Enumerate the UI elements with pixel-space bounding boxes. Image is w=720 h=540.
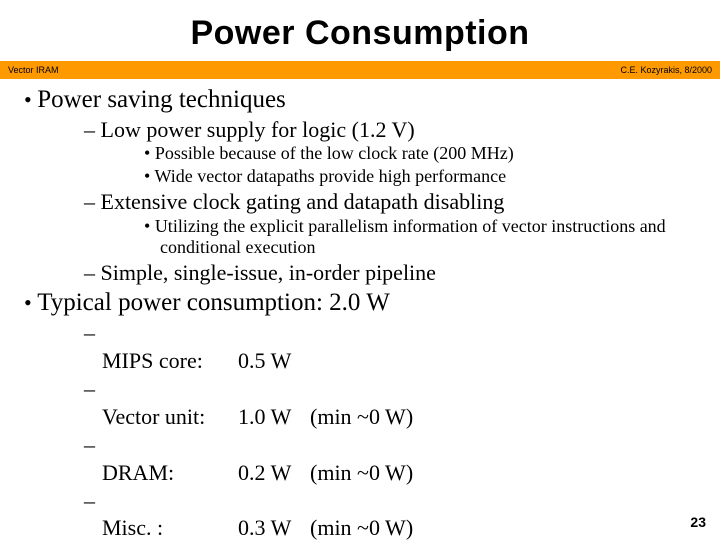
sub-pipeline: Simple, single-issue, in-order pipeline [84, 260, 696, 286]
cell-value: 1.0 W [238, 404, 310, 430]
slide-title: Power Consumption [0, 0, 720, 61]
sub-text: Extensive clock gating and datapath disa… [101, 189, 505, 214]
cell-value: 0.5 W [238, 348, 310, 374]
sub-clock-gating: Extensive clock gating and datapath disa… [84, 189, 696, 258]
header-stripe: Vector IRAM C.E. Kozyrakis, 8/2000 [0, 61, 720, 79]
bullet-text: Power saving techniques [37, 86, 286, 113]
slide: Power Consumption Vector IRAM C.E. Kozyr… [0, 0, 720, 540]
stripe-right-text: C.E. Kozyrakis, 8/2000 [620, 65, 712, 75]
sub-text: Low power supply for logic (1.2 V) [101, 117, 415, 142]
row-dram: DRAM: 0.2 W (min ~0 W) [84, 432, 696, 486]
slide-body: Power saving techniques Low power supply… [0, 79, 720, 540]
bullet-power-saving: Power saving techniques Low power supply… [24, 85, 696, 286]
point-parallelism: Utilizing the explicit parallelism infor… [144, 216, 696, 258]
cell-value: 0.3 W [238, 515, 310, 540]
point-clock-rate: Possible because of the low clock rate (… [144, 143, 696, 164]
power-breakdown-table: Vector unit: 1.0 W (min ~0 W) [102, 404, 696, 430]
bullet-text: Typical power consumption: 2.0 W [37, 289, 390, 316]
bullet-typical-power: Typical power consumption: 2.0 W MIPS co… [24, 288, 696, 540]
cell-note [310, 348, 470, 374]
row-mips: MIPS core: 0.5 W [84, 320, 696, 374]
cell-note: (min ~0 W) [310, 515, 470, 540]
cell-note: (min ~0 W) [310, 460, 470, 486]
row-vector: Vector unit: 1.0 W (min ~0 W) [84, 376, 696, 430]
page-number: 23 [690, 514, 706, 530]
point-wide-datapaths: Wide vector datapaths provide high perfo… [144, 166, 696, 187]
cell-label: DRAM: [102, 460, 238, 486]
sub-text: Simple, single-issue, in-order pipeline [101, 260, 436, 285]
cell-label: Vector unit: [102, 404, 238, 430]
stripe-left-text: Vector IRAM [8, 65, 59, 75]
power-breakdown-table: Misc. : 0.3 W (min ~0 W) [102, 515, 696, 540]
power-breakdown-table: MIPS core: 0.5 W [102, 348, 696, 374]
cell-label: MIPS core: [102, 348, 238, 374]
power-breakdown-table: DRAM: 0.2 W (min ~0 W) [102, 460, 696, 486]
cell-label: Misc. : [102, 515, 238, 540]
cell-note: (min ~0 W) [310, 404, 470, 430]
sub-low-power-supply: Low power supply for logic (1.2 V) Possi… [84, 117, 696, 187]
cell-value: 0.2 W [238, 460, 310, 486]
row-misc: Misc. : 0.3 W (min ~0 W) [84, 488, 696, 540]
